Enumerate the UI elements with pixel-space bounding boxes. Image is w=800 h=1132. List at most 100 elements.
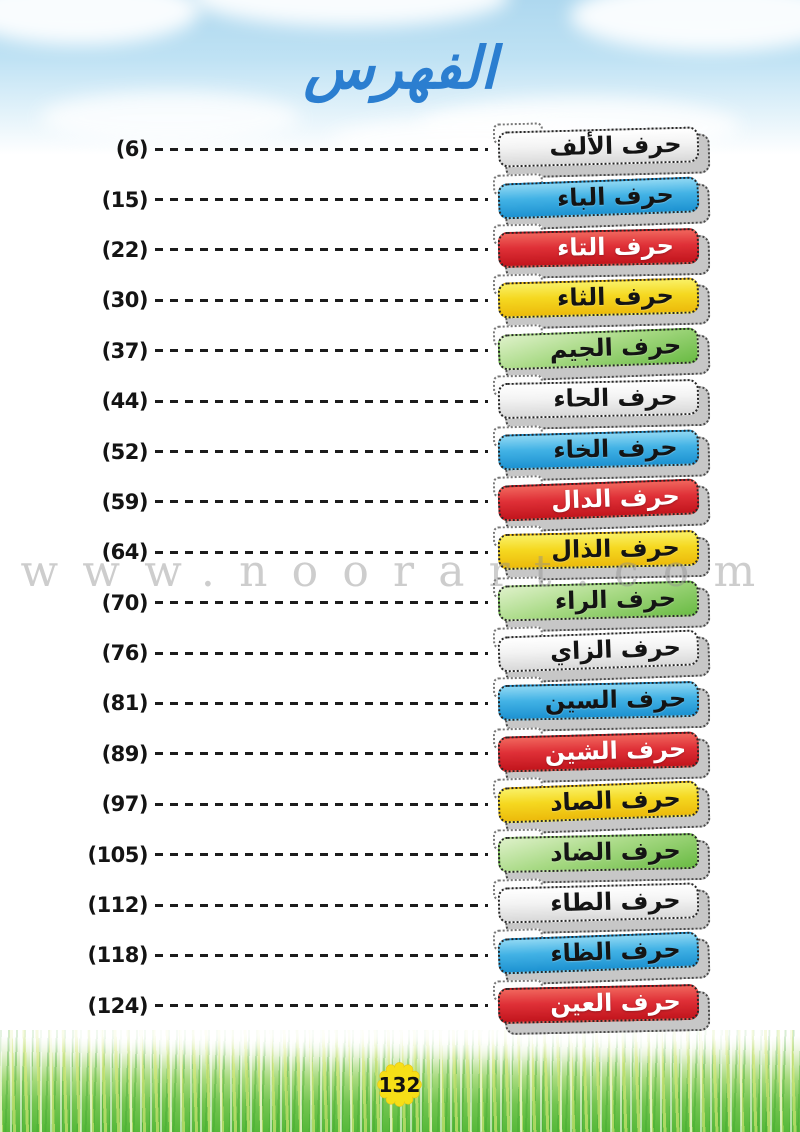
toc-item-label: حرف الباء [556,179,675,212]
dotted-leader [155,500,488,504]
toc-item-label: حرف العين [549,986,682,1018]
toc-row: (64) حرف الذال [0,525,800,582]
toc-item-label: حرف السين [544,684,687,716]
toc-pill-slot: حرف الدال [492,475,711,533]
toc-item-label: حرف الجيم [549,330,682,364]
toc-page-number: (37) [101,338,149,363]
toc-item-label: حرف الخاء [552,431,678,464]
toc-item-label: حرف الدال [550,481,681,515]
cloud-shape [190,0,510,27]
dotted-leader [155,701,488,705]
flower-badge-icon [377,1062,422,1107]
dotted-leader [155,601,488,605]
toc-item-label: حرف التاء [556,230,675,262]
dotted-leader [155,903,488,907]
toc-pill-slot: حرف الباء [492,172,711,231]
toc-row: (15) حرف الباء [0,172,800,231]
toc-pill-slot: حرف الحاء [492,374,711,431]
toc-page-number: (15) [101,187,149,212]
toc-pill-slot: حرف الجيم [492,323,711,382]
toc-pill-slot: حرف الطاء [492,878,711,935]
toc-row: (105) حرف الضاد [0,828,800,884]
page-number-badge: 132 [376,1061,423,1108]
toc-row: (37) حرف الجيم [0,323,800,382]
toc-item-label: حرف الذال [550,533,681,564]
toc-entries: (6) حرف الألف (15) حرف الباء (22) حرف [0,122,800,1035]
page-number: 132 [378,1072,421,1097]
toc-row: (30) حرف الثاء [0,273,800,331]
toc-item-label: حرف الثاء [556,280,675,312]
toc-item-pill: حرف العين [497,983,700,1024]
toc-page-number: (97) [101,792,149,817]
toc-item-pill: حرف الباء [497,175,700,220]
cloud-shape [40,92,300,144]
toc-row: (89) حرف الشين [0,727,800,784]
toc-page-number: (124) [87,993,148,1018]
toc-item-pill: حرف الراء [497,580,700,622]
dotted-leader [155,953,488,957]
toc-row: (76) حرف الزاي [0,626,800,684]
toc-row: (118) حرف الظاء [0,928,800,987]
toc-pill-slot: حرف الشين [492,727,711,784]
dotted-leader [155,298,488,302]
toc-item-pill: حرف الدال [497,478,700,522]
toc-item-pill: حرف الزاي [497,629,700,673]
toc-pill-slot: حرف الذال [492,525,711,582]
toc-page-number: (105) [87,842,148,867]
toc-page-number: (30) [101,288,149,313]
toc-page-number: (81) [101,691,149,716]
toc-pill-slot: حرف التاء [492,223,711,280]
dotted-leader [155,198,488,202]
toc-item-pill: حرف الذال [497,530,700,571]
toc-item-label: حرف الصاد [549,783,682,817]
toc-item-label: حرف الضاد [549,835,682,867]
toc-row: (59) حرف الدال [0,475,800,533]
toc-item-pill: حرف الثاء [497,277,700,319]
toc-item-label: حرف الظاء [549,934,682,968]
toc-item-label: حرف الشين [544,734,687,766]
toc-item-label: حرف الطاء [549,885,681,917]
page-title: الفهرس [303,34,497,102]
toc-pill-slot: حرف الألف [492,122,711,179]
toc-pill-slot: حرف الضاد [492,828,711,884]
toc-item-label: حرف الحاء [553,381,678,413]
toc-page-number: (52) [101,439,149,464]
toc-page-number: (59) [101,489,149,514]
toc-pill-slot: حرف السين [492,676,711,733]
toc-item-pill: حرف التاء [497,227,700,269]
dotted-leader [155,550,488,554]
toc-pill-slot: حرف الثاء [492,273,711,331]
dotted-leader [155,1004,488,1008]
toc-row: (70) حرف الراء [0,576,800,633]
toc-item-pill: حرف الجيم [497,327,700,371]
toc-item-pill: حرف الضاد [497,832,700,873]
toc-page-number: (64) [101,540,149,565]
toc-item-pill: حرف الطاء [497,882,700,924]
toc-row: (112) حرف الطاء [0,878,800,935]
toc-page-number: (76) [101,641,149,666]
dotted-leader [155,651,488,655]
dotted-leader [155,248,488,252]
toc-page-number: (22) [101,237,149,262]
toc-item-pill: حرف الألف [497,126,700,168]
toc-pill-slot: حرف الزاي [492,626,711,684]
toc-row: (52) حرف الخاء [0,424,800,482]
toc-item-pill: حرف الشين [497,731,700,773]
toc-row: (81) حرف السين [0,676,800,733]
dotted-leader [155,147,488,151]
toc-row: (22) حرف التاء [0,223,800,280]
toc-pill-slot: حرف الراء [492,576,711,633]
dotted-leader [155,853,488,857]
toc-pill-slot: حرف الصاد [492,777,711,836]
toc-row: (44) حرف الحاء [0,374,800,431]
toc-pill-slot: حرف العين [492,979,711,1035]
grass-footer [0,1016,800,1132]
toc-page-number: (6) [115,137,149,162]
toc-page-number: (89) [101,741,149,766]
toc-page-number: (118) [87,943,148,968]
toc-page-number: (112) [87,893,148,918]
dotted-leader [155,349,488,353]
toc-row: (97) حرف الصاد [0,777,800,836]
toc-item-label: حرف الألف [549,129,682,161]
toc-item-label: حرف الزاي [549,632,682,666]
